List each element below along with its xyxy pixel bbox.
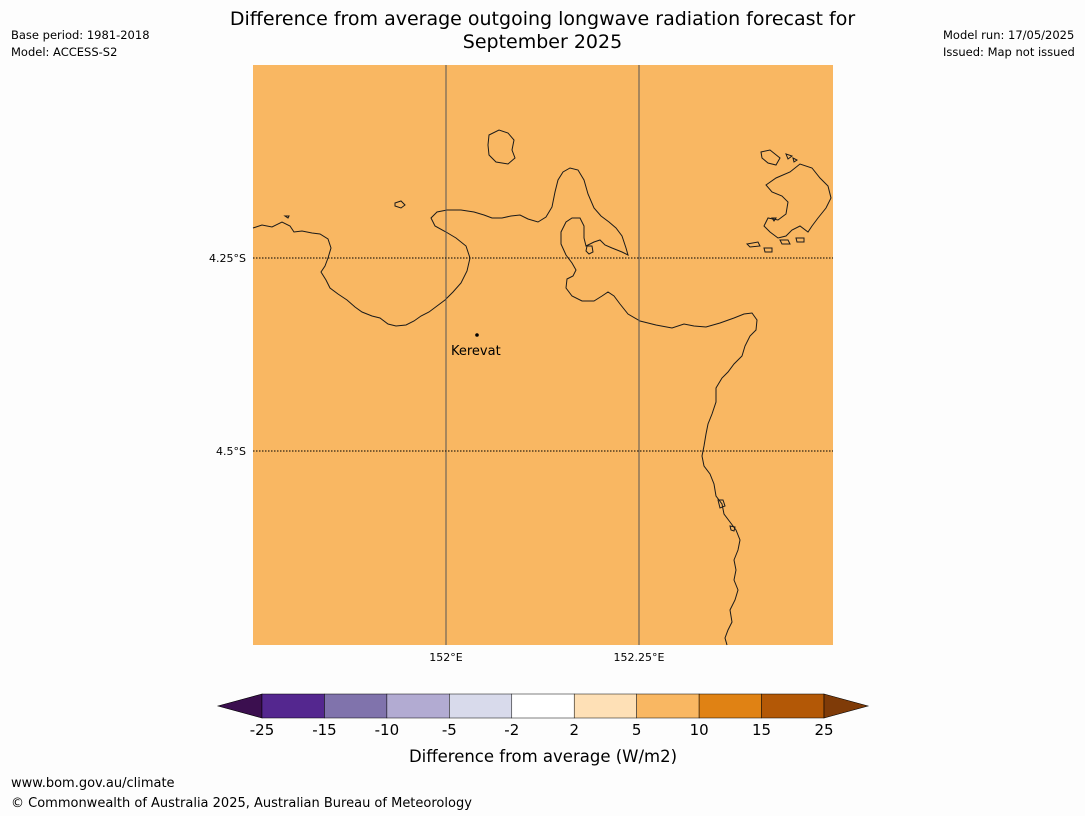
colorbar-bin <box>761 693 825 719</box>
lat-label-4-5: 4.5°S <box>216 445 246 458</box>
island-dot-1 <box>283 215 290 219</box>
colorbar-bin <box>324 693 388 719</box>
islands-east-9 <box>717 499 726 509</box>
map-title-line2: September 2025 <box>462 31 623 53</box>
colorbar-tick-label: 2 <box>569 721 579 739</box>
map-title: Difference from average outgoing longwav… <box>0 8 1085 54</box>
colorbar-tick-label: -5 <box>442 721 457 739</box>
base-period-text: Base period: 1981-2018 <box>11 28 150 42</box>
island-north <box>487 129 516 165</box>
islands-east-1 <box>760 149 781 166</box>
colorbar-title: Difference from average (W/m2) <box>409 747 677 766</box>
colorbar-bin <box>511 693 575 719</box>
colorbar-tick-label: -25 <box>250 721 275 739</box>
footer-url: www.bom.gov.au/climate <box>11 776 175 791</box>
map-panel <box>253 65 833 645</box>
map-title-line1: Difference from average outgoing longwav… <box>229 8 856 30</box>
colorbar-tick-label: -2 <box>504 721 519 739</box>
islands-east-5 <box>763 247 773 253</box>
islands-east-10 <box>729 525 736 532</box>
colorbar-tick-label: 5 <box>632 721 642 739</box>
colorbar-bin <box>573 693 637 719</box>
colorbar-tick-label: 10 <box>690 721 709 739</box>
islands-east-6 <box>779 239 791 245</box>
islands-east-main <box>763 163 832 239</box>
header-left: Base period: 1981-2018 Model: ACCESS-S2 <box>11 27 150 61</box>
model-text: Model: ACCESS-S2 <box>11 45 118 59</box>
colorbar-bin <box>636 693 700 719</box>
colorbar-tick-label: -10 <box>375 721 400 739</box>
islands-east-8 <box>771 217 777 222</box>
colorbar-max-arrow <box>823 693 870 719</box>
islands-east-4 <box>745 241 761 248</box>
colorbar: -25 -15 -10 -5 -2 2 5 10 15 25 <box>216 693 870 739</box>
colorbar-min-arrow <box>216 693 263 719</box>
lon-label-152: 152°E <box>429 651 462 664</box>
islands-east-3 <box>792 157 798 163</box>
colorbar-bin <box>698 693 762 719</box>
colorbar-tick-label: -15 <box>312 721 337 739</box>
colorbar-tick-label: 25 <box>814 721 833 739</box>
islands-east-7 <box>795 237 805 243</box>
header-right: Model run: 17/05/2025 Issued: Map not is… <box>943 27 1075 61</box>
colorbar-bin <box>449 693 513 719</box>
kerevat-label: Kerevat <box>451 344 501 359</box>
colorbar-tick-label: 15 <box>752 721 771 739</box>
gridlines <box>253 65 833 645</box>
lat-label-4-25: 4.25°S <box>209 252 246 265</box>
islands-east-2 <box>785 153 794 160</box>
island-small-1 <box>394 200 406 209</box>
island-small-2 <box>585 245 594 255</box>
footer-copyright: © Commonwealth of Australia 2025, Austra… <box>11 796 472 811</box>
coastline-west <box>252 167 758 646</box>
colorbar-bin <box>261 693 325 719</box>
lon-label-152-25: 152.25°E <box>614 651 665 664</box>
kerevat-marker <box>475 333 479 337</box>
colorbar-bin <box>386 693 450 719</box>
model-run-text: Model run: 17/05/2025 <box>943 28 1075 42</box>
issued-text: Issued: Map not issued <box>943 45 1075 59</box>
coastline <box>252 129 832 646</box>
